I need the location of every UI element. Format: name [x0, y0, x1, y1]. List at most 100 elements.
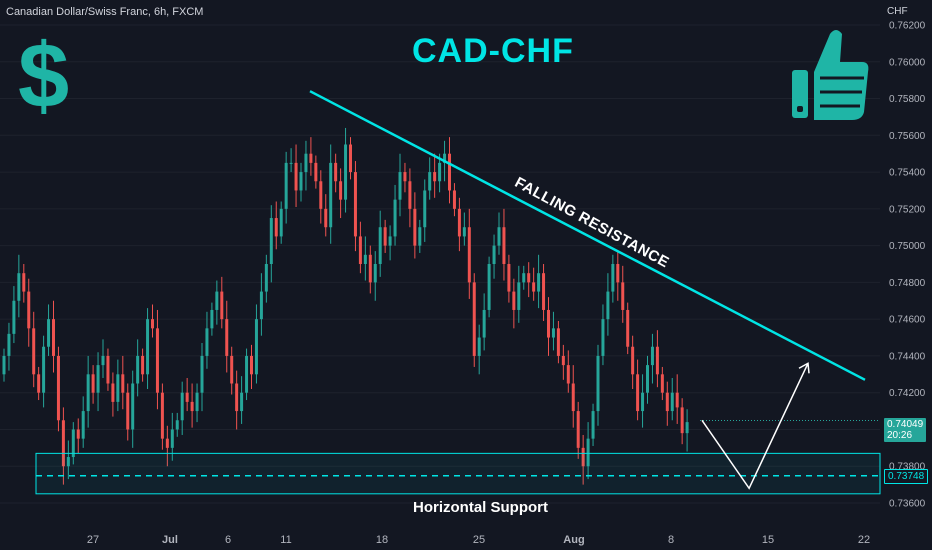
candle: [472, 273, 476, 367]
candle: [250, 344, 253, 390]
candle: [363, 236, 367, 281]
candle: [86, 355, 90, 428]
candle: [497, 212, 501, 255]
candle: [7, 322, 11, 371]
candle: [27, 278, 31, 347]
candle: [373, 251, 377, 301]
candle: [393, 184, 397, 246]
candle: [596, 344, 600, 426]
candle: [586, 422, 590, 480]
candle: [378, 210, 382, 277]
candle: [398, 153, 402, 217]
candle: [601, 304, 605, 366]
y-tick-label: 0.75800: [889, 94, 926, 105]
dollar-icon: $: [18, 25, 70, 127]
candle: [61, 407, 65, 485]
candle: [685, 409, 689, 452]
candle: [151, 304, 154, 338]
candle: [116, 359, 120, 412]
candle: [457, 197, 461, 252]
candle: [245, 348, 249, 401]
candle: [358, 221, 362, 274]
candle: [403, 162, 407, 193]
candle: [482, 293, 486, 351]
candle: [279, 201, 283, 244]
candle: [195, 383, 199, 423]
candle: [32, 311, 36, 388]
candle: [52, 300, 55, 373]
price-grid: [0, 24, 880, 504]
candle: [368, 245, 372, 294]
candle: [205, 311, 209, 369]
y-tick-label: 0.73600: [889, 499, 926, 510]
candle: [215, 280, 219, 325]
x-tick-label: 6: [225, 534, 231, 546]
candle: [626, 302, 630, 355]
candle: [235, 370, 239, 430]
projection-path: [701, 362, 809, 490]
candle: [91, 365, 95, 404]
candle: [180, 381, 184, 435]
currency-label: CHF: [887, 6, 908, 17]
candle: [383, 219, 387, 253]
symbol-header[interactable]: Canadian Dollar/Swiss Franc, 6h, FXCM: [6, 6, 204, 18]
candle: [81, 396, 85, 448]
candle: [537, 254, 541, 309]
x-tick-label: Jul: [162, 534, 178, 546]
thumbs-up-icon: [792, 30, 869, 120]
x-tick-label: 11: [280, 534, 291, 546]
candle: [522, 265, 526, 290]
candle: [141, 348, 145, 382]
candle: [561, 344, 565, 380]
candle: [17, 254, 21, 318]
candle: [591, 403, 595, 447]
candle: [556, 320, 560, 364]
candle: [581, 434, 585, 485]
candle: [12, 286, 16, 344]
candle: [433, 153, 437, 198]
support-zone: [35, 452, 881, 495]
candle: [299, 162, 303, 202]
candle: [210, 302, 214, 336]
candle: [408, 168, 412, 228]
candle: [314, 155, 318, 189]
candle: [551, 311, 555, 351]
candle: [542, 264, 546, 321]
candle: [254, 304, 258, 384]
time-axis[interactable]: 27 Jul 6 11 18 25 Aug 8 15 22: [87, 534, 870, 546]
y-tick-label: 0.74400: [889, 351, 926, 362]
candle: [502, 208, 506, 281]
candle: [264, 254, 268, 303]
candle: [309, 137, 313, 176]
candle: [160, 383, 164, 450]
candle: [106, 348, 110, 391]
y-tick-label: 0.75000: [889, 241, 926, 252]
x-tick-label: Aug: [563, 534, 584, 546]
y-tick-label: 0.73800: [889, 462, 926, 473]
candle: [185, 377, 189, 412]
y-tick-label: 0.76000: [889, 57, 926, 68]
candle: [631, 335, 635, 390]
candle: [527, 262, 531, 298]
horizontal-support-label: Horizontal Support: [413, 499, 548, 516]
candle: [423, 179, 427, 242]
candle: [349, 137, 352, 180]
y-tick-label: 0.74200: [889, 388, 926, 399]
candle: [96, 352, 100, 412]
candle-series: [2, 127, 689, 485]
candle: [47, 304, 51, 356]
price-axis[interactable]: 0.76200 0.76000 0.75800 0.75600 0.75400 0.752…: [889, 21, 926, 510]
candle: [492, 234, 496, 279]
candle: [101, 339, 105, 378]
candle: [507, 254, 511, 303]
candle: [220, 276, 224, 329]
x-tick-label: 22: [858, 534, 870, 546]
candle: [566, 350, 570, 393]
candle: [462, 212, 466, 246]
candle: [319, 170, 323, 224]
chart-overlays: [35, 90, 881, 495]
y-tick-label: 0.76200: [889, 21, 926, 32]
candle: [329, 144, 333, 244]
candle: [670, 377, 674, 421]
